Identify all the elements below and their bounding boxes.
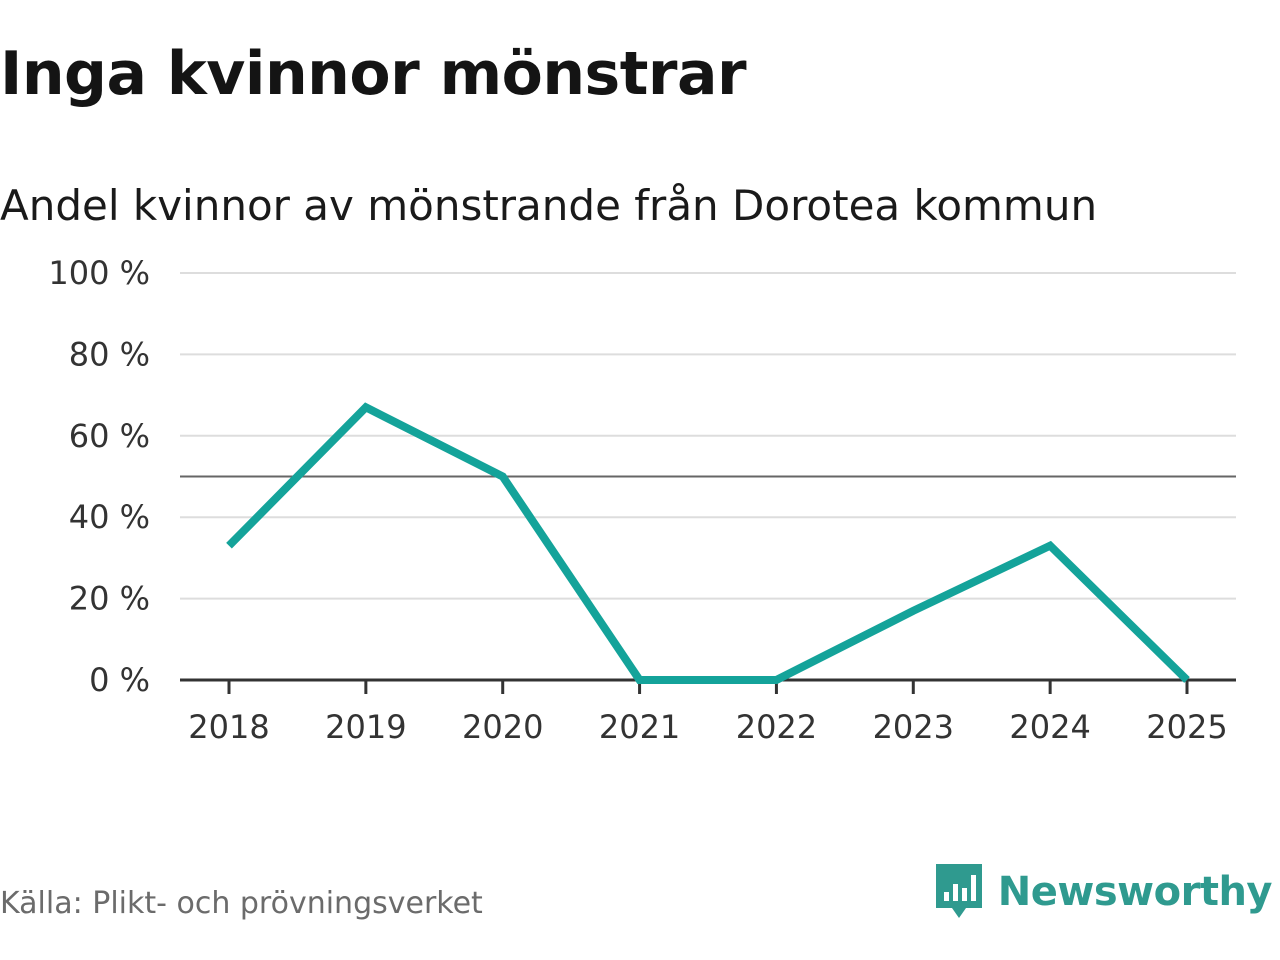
y-tick-label: 100 % — [48, 254, 150, 292]
chart-title: Inga kvinnor mönstrar — [0, 39, 747, 109]
brand-name: Newsworthy — [997, 869, 1273, 915]
x-tick-label: 2025 — [1146, 708, 1227, 746]
y-tick-label: 0 % — [89, 661, 150, 699]
x-tick-label: 2018 — [188, 708, 269, 746]
x-tick-label: 2019 — [325, 708, 406, 746]
series-line-0 — [226, 402, 1190, 684]
chart-subtitle: Andel kvinnor av mönstrande från Dorotea… — [0, 181, 1098, 230]
x-tick-label: 2024 — [1009, 708, 1090, 746]
newsworthy-logo-icon — [935, 864, 982, 918]
source-note: Källa: Plikt- och prövningsverket — [0, 886, 483, 921]
x-tick-label: 2022 — [736, 708, 817, 746]
x-tick-label: 2023 — [873, 708, 954, 746]
x-tick-label: 2021 — [599, 708, 680, 746]
brand-logo: Newsworthy — [934, 862, 1273, 922]
y-tick-label: 60 % — [69, 417, 150, 455]
y-tick-label: 40 % — [69, 498, 150, 536]
series-group — [226, 402, 1190, 684]
gridlines — [180, 272, 1236, 600]
x-tick-label: 2020 — [462, 708, 543, 746]
y-tick-label: 80 % — [69, 335, 150, 373]
x-axis: 2018 2019 2020 2021 2022 2023 2024 2025 — [180, 678, 1236, 746]
y-axis-labels: 0 % 20 % 40 % 60 % 80 % 100 % — [48, 254, 150, 699]
y-tick-label: 20 % — [69, 580, 150, 618]
